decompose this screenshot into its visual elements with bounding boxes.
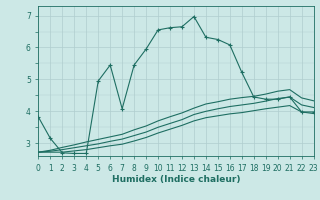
X-axis label: Humidex (Indice chaleur): Humidex (Indice chaleur) — [112, 175, 240, 184]
